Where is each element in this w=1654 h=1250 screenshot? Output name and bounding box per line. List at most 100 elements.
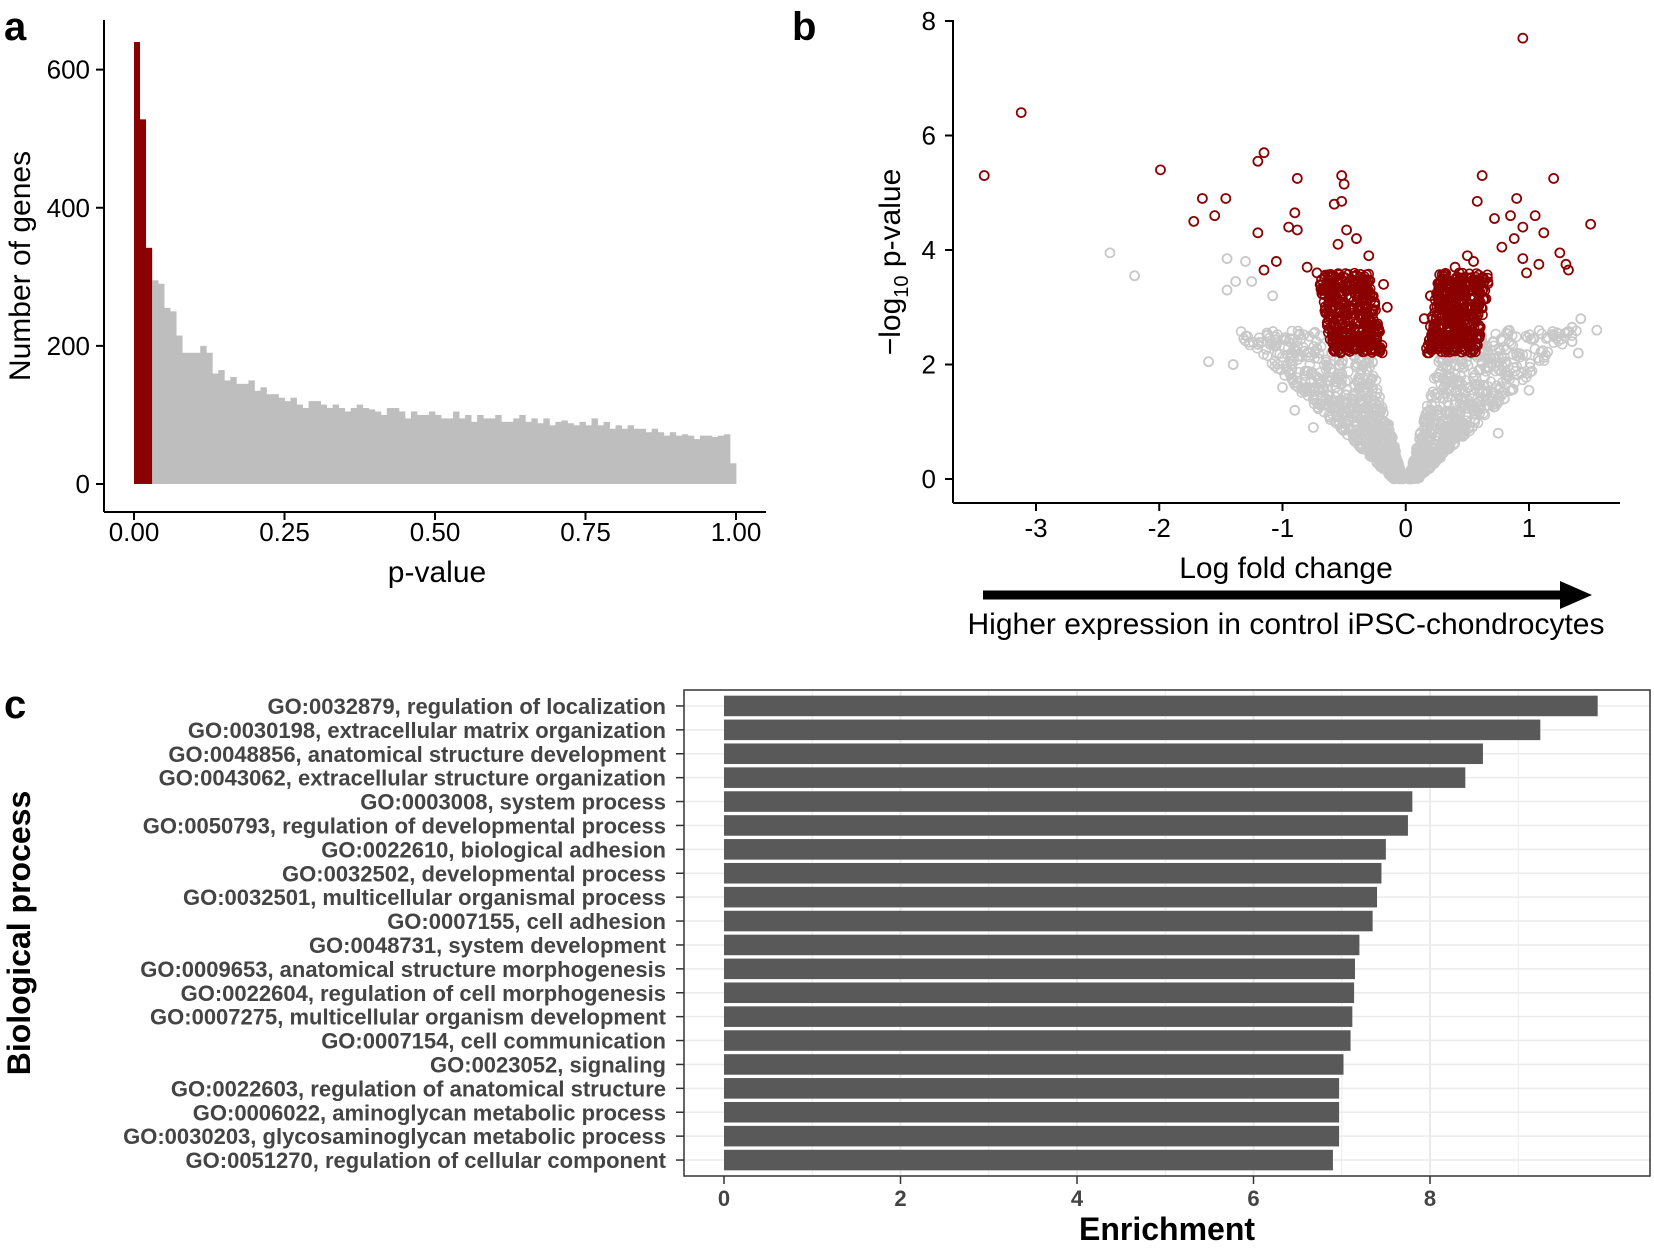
histogram-bar [537,423,544,484]
volcano-point-ns [1380,438,1391,449]
histogram-bar [459,418,466,484]
volcano-point [1129,270,1140,282]
histogram-bar [278,397,285,484]
volcano-point [1277,381,1288,393]
volcano-point-ns [1276,351,1288,363]
enrichment-category-labels: GO:0032879, regulation of localizationGO… [123,694,684,1173]
volcano-point-ns [1425,404,1437,416]
enrichment-category-label: GO:0032502, developmental process [282,861,666,886]
enrichment-category-label: GO:0009653, anatomical structure morphog… [140,957,666,982]
volcano-point-ns [1479,409,1491,421]
volcano-point-sig [1467,326,1479,338]
expression-arrow-head [1560,581,1592,609]
volcano-point [1418,313,1430,325]
volcano-point-ns [1370,426,1382,438]
enrichment-panel: GO:0032879, regulation of localizationGO… [1,689,1651,1247]
volcano-point-ns [1441,363,1452,374]
volcano-point-ns [1447,409,1459,420]
volcano-point [1283,221,1295,233]
volcano-point-sig [1330,342,1342,353]
volcano-point-ns [1258,349,1269,360]
volcano-point [1468,256,1479,267]
volcano-point-ns [1473,364,1485,376]
volcano-point-sig [1359,285,1371,296]
volcano-point-sig [1374,326,1385,337]
volcano-point-ns [1460,419,1472,431]
histogram-bar [657,432,665,484]
volcano-x-label: Log fold change [1179,552,1393,585]
volcano-point [1363,250,1375,262]
enrichment-bar [724,934,1360,956]
histogram-bar [447,418,454,484]
volcano-point [1311,267,1323,279]
histogram-bar [591,418,598,484]
histogram-bar [404,418,412,484]
volcano-point-sig [1348,303,1359,315]
volcano-point [1336,170,1348,181]
volcano-point-ns [1495,366,1507,377]
enrichment-bar [724,1030,1351,1051]
enrichment-category-label: GO:0007275, multicellular organism devel… [150,1005,667,1030]
histogram-bar [320,404,328,484]
volcano-point-ns [1343,366,1354,377]
volcano-point [1267,290,1279,302]
histogram-bar [398,411,406,484]
enrichment-bar [724,815,1408,836]
enrichment-bar [724,958,1355,980]
volcano-point-ns [1547,326,1558,337]
volcano-point-ns [1355,432,1366,444]
volcano-point-ns [1284,333,1296,344]
volcano-point [1523,384,1535,396]
volcano-point-ns [1329,415,1341,427]
volcano-point-ns [1330,382,1341,394]
volcano-point-sig [1366,303,1378,315]
volcano-point-ns [1385,431,1397,442]
volcano-point [1461,250,1473,262]
volcano-point-sig [1451,342,1463,354]
histogram-bar [350,408,358,484]
volcano-x-tick-label: -2 [1148,513,1171,543]
histogram-bar [573,425,580,484]
volcano-point-sig [1432,326,1444,338]
volcano-point-sig [1431,289,1443,301]
volcano-point-sig [1335,343,1347,355]
histogram-bar [416,414,424,484]
volcano-point [1476,170,1488,181]
volcano-point-sig [1463,341,1475,352]
enrichment-category-label: GO:0022610, biological adhesion [321,837,666,862]
histogram-bar [218,370,225,484]
volcano-point-sig [1348,322,1360,334]
volcano-y-tick-label: 4 [922,235,936,265]
volcano-point [1104,247,1116,259]
volcano-point-sig [1455,341,1467,353]
volcano-point-ns [1348,430,1360,441]
histogram-bar [194,352,201,484]
volcano-point-ns [1320,356,1332,368]
histogram-highlight-bar [134,42,141,484]
volcano-point-sig [1465,278,1477,289]
volcano-point-ns [1440,429,1451,441]
volcano-point-sig [1322,327,1334,338]
volcano-point-ns [1352,374,1364,386]
volcano-point-ns [1444,443,1455,454]
volcano-y-ticks: 0 2 4 6 8 [922,6,953,494]
histogram-bar [380,414,388,484]
enrichment-bar [724,910,1373,932]
volcano-point-ns [1533,325,1545,336]
volcano-point-ns [1489,401,1501,413]
volcano-point [1336,195,1348,207]
volcano-point-ns [1467,421,1478,433]
volcano-point-ns [1397,473,1409,484]
volcano-point-ns [1434,444,1446,456]
volcano-points [978,32,1603,439]
enrichment-bar [724,1006,1353,1027]
volcano-point-ns [1388,464,1400,476]
volcano-point-sig [1319,305,1331,317]
panel-letter-c: c [4,683,26,727]
enrichment-category-label: GO:0048856, anatomical structure develop… [168,742,666,767]
histogram-y-tick-label: 200 [47,331,90,361]
enrichment-category-label: GO:0043062, extracellular structure orga… [159,766,666,791]
histogram-bar [344,411,352,484]
volcano-point-ns [1489,353,1500,364]
volcano-point-sig [1478,293,1490,305]
